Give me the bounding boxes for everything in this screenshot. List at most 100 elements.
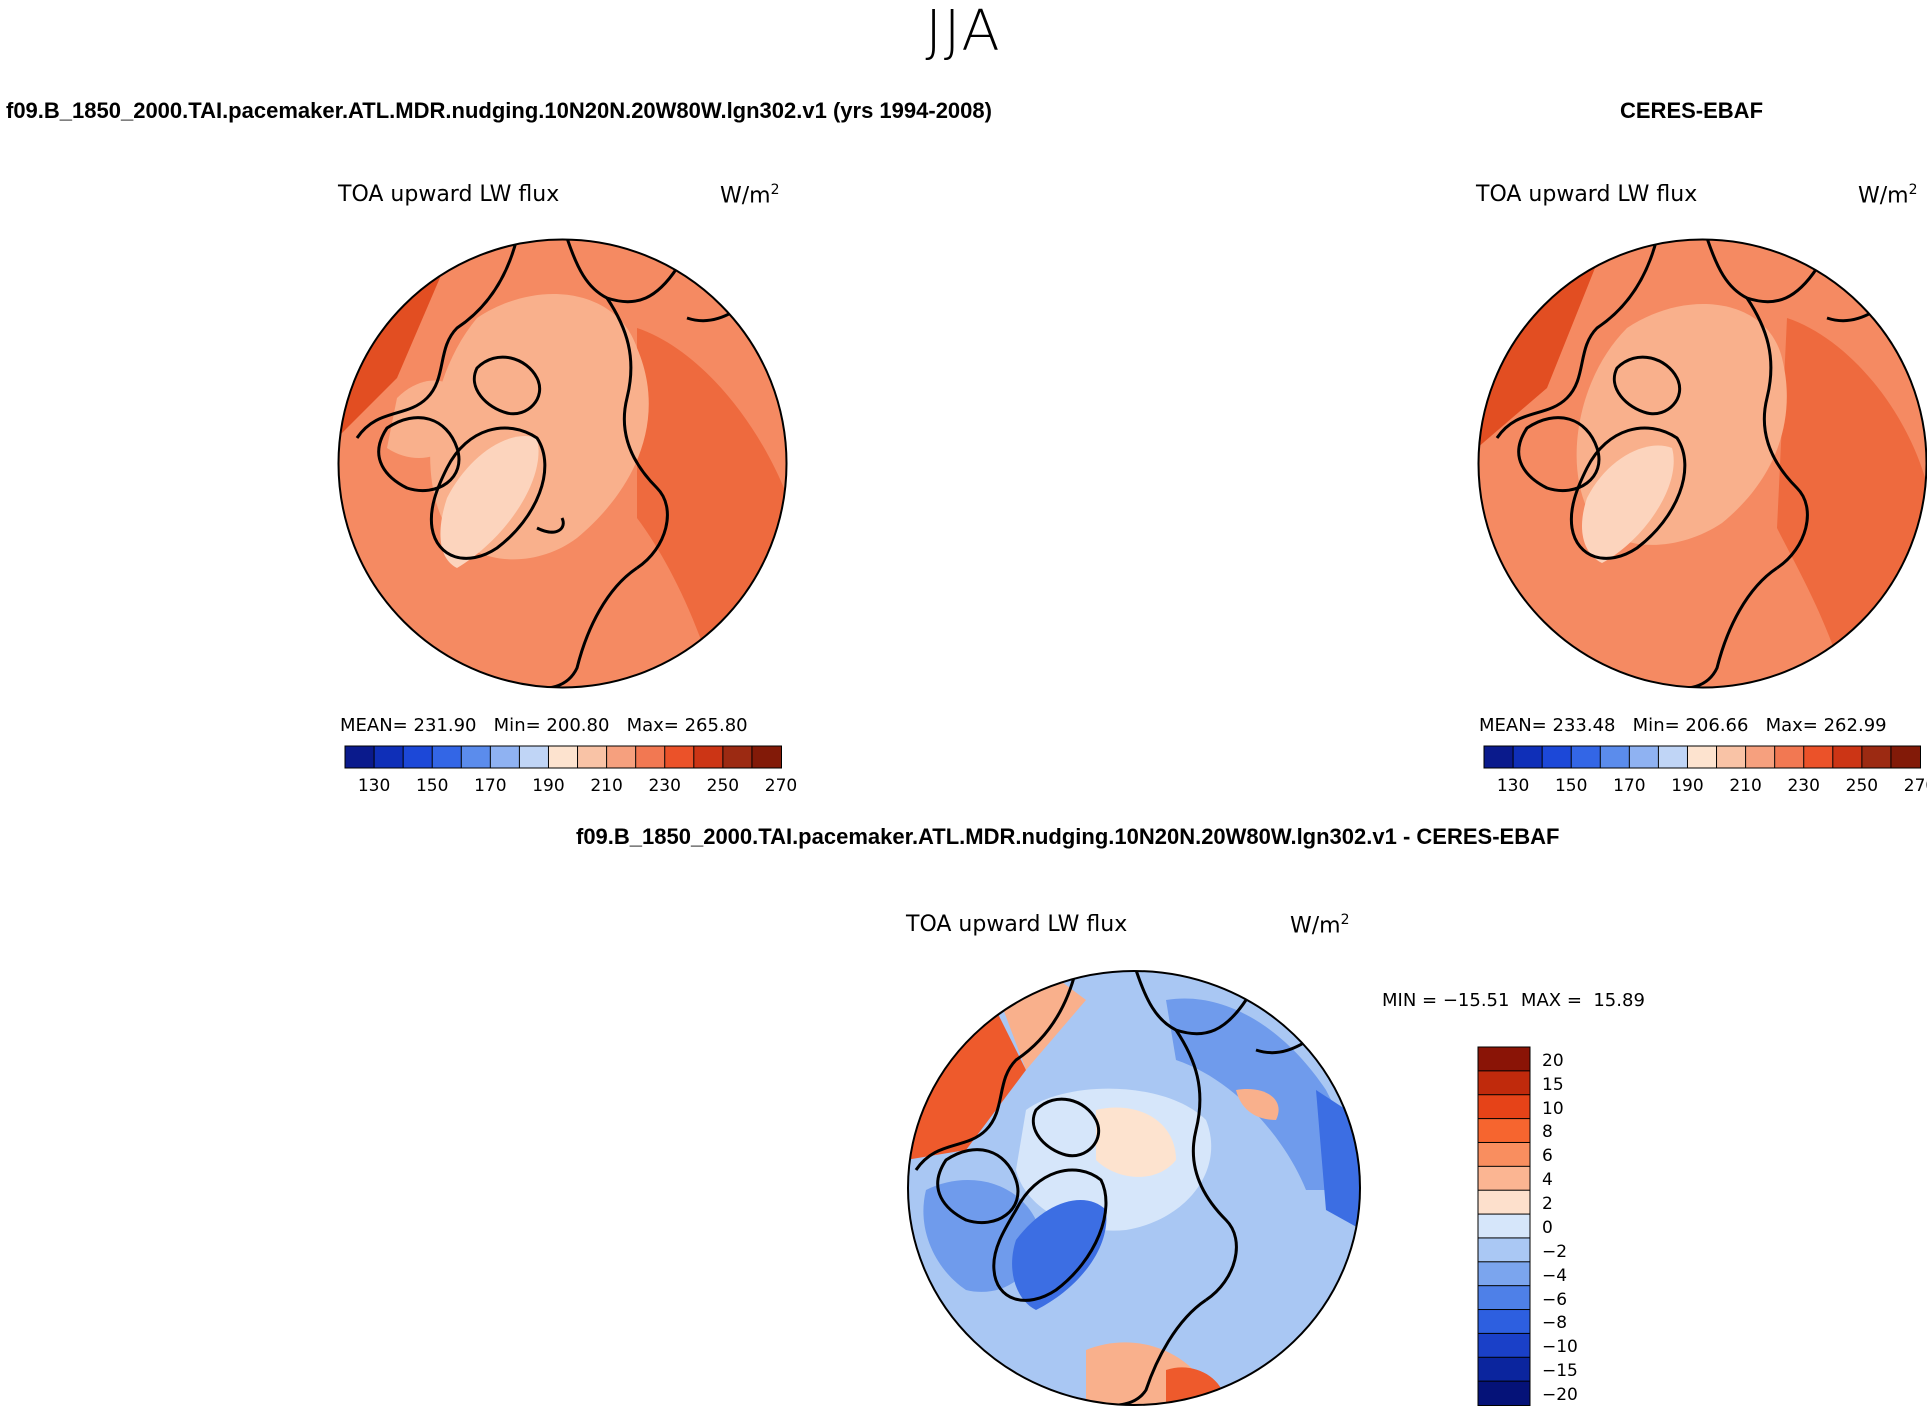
model-colorbar	[344, 745, 782, 769]
colorbar-swatch	[547, 745, 579, 769]
colorbar-tick-label: 250	[1845, 776, 1879, 796]
diff-stats: MIN = −15.51 MAX = 15.89	[1382, 990, 1645, 1011]
coastline	[1612, 355, 1682, 416]
colorbar-tick-label: −10	[1542, 1337, 1578, 1358]
colorbar-tick-label: −8	[1542, 1313, 1568, 1334]
colorbar-tick-label: −6	[1542, 1289, 1568, 1310]
coastline	[1174, 1029, 1238, 1302]
colorbar-swatch	[1599, 745, 1631, 769]
obs-polar-map	[1477, 238, 1927, 689]
diff-case-title: f09.B_1850_2000.TAI.pacemaker.ATL.MDR.nu…	[576, 824, 1560, 849]
colorbar-swatch	[1477, 1094, 1531, 1120]
coastline	[536, 517, 565, 534]
colorbar-swatch	[1686, 745, 1718, 769]
colorbar-tick-label: −4	[1542, 1265, 1568, 1286]
map-field	[1582, 445, 1674, 563]
colorbar-swatch	[1745, 745, 1776, 769]
map-field	[440, 436, 539, 568]
colorbar-swatch	[606, 745, 637, 769]
coastline	[1666, 566, 1778, 688]
colorbar-swatch	[1628, 745, 1660, 769]
coastline	[936, 1148, 1020, 1225]
colorbar-swatch	[1570, 745, 1602, 769]
colorbar-tick-label: 170	[474, 776, 507, 796]
diff-colorbar	[1477, 1046, 1531, 1407]
model-stats: MEAN= 231.90 Min= 200.80 Max= 265.80	[340, 715, 748, 736]
colorbar-tick-label: 4	[1542, 1170, 1553, 1191]
colorbar-tick-label: −20	[1542, 1385, 1578, 1405]
colorbar-swatch	[1477, 1309, 1531, 1335]
colorbar-swatch	[1477, 1165, 1531, 1192]
colorbar-swatch	[1477, 1070, 1531, 1096]
colorbar-swatch	[1477, 1356, 1531, 1383]
colorbar-tick-label: 20	[1542, 1050, 1564, 1071]
colorbar-swatch	[489, 745, 521, 769]
coastline	[1495, 239, 1659, 439]
colorbar-swatch	[1477, 1285, 1531, 1311]
colorbar-swatch	[460, 745, 492, 769]
model-polar-map	[337, 238, 788, 689]
colorbar-swatch	[1477, 1141, 1531, 1168]
coastline	[377, 416, 461, 493]
colorbar-tick-label: 150	[1554, 776, 1588, 796]
colorbar-swatch	[751, 745, 782, 769]
colorbar-tick-label: 270	[1903, 776, 1927, 796]
coastline	[1095, 1298, 1207, 1405]
coastline	[1517, 416, 1601, 493]
map-field	[923, 1180, 1038, 1292]
coastline	[914, 971, 1078, 1171]
colorbar-tick-label: 10	[1542, 1098, 1564, 1119]
coastline	[1569, 426, 1687, 560]
colorbar-swatch	[722, 745, 753, 769]
colorbar-swatch	[1832, 745, 1863, 769]
colorbar-tick-label: 130	[1496, 776, 1530, 796]
map-boundary	[907, 970, 1361, 1406]
colorbar-swatch	[518, 745, 550, 769]
colorbar-tick-label: 230	[1787, 776, 1820, 796]
colorbar-tick-label: 210	[1729, 776, 1762, 796]
diff-polar-map	[907, 970, 1361, 1406]
colorbar-swatch	[635, 745, 666, 769]
coastline	[1031, 1097, 1101, 1158]
colorbar-swatch	[1477, 1332, 1531, 1359]
model-units-label: W/m2	[720, 182, 780, 209]
diff-units-label: W/m2	[1290, 912, 1350, 939]
colorbar-swatch	[1716, 745, 1747, 769]
diff-variable-label: TOA upward LW flux	[906, 912, 1128, 937]
colorbar-tick-label: −2	[1542, 1241, 1568, 1262]
map-field	[1096, 1107, 1176, 1177]
coastline	[526, 566, 638, 688]
coastline	[605, 297, 669, 570]
model-case-title: f09.B_1850_2000.TAI.pacemaker.ATL.MDR.nu…	[6, 98, 992, 123]
obs-stats: MEAN= 233.48 Min= 206.66 Max= 262.99	[1479, 715, 1887, 736]
coastline	[355, 239, 519, 439]
colorbar-swatch	[1657, 745, 1689, 769]
season-title: JJA	[925, 0, 1002, 64]
colorbar-tick-label: 15	[1542, 1074, 1564, 1095]
obs-variable-label: TOA upward LW flux	[1476, 182, 1698, 207]
colorbar-swatch	[577, 745, 608, 769]
obs-case-title: CERES-EBAF	[1620, 98, 1764, 123]
obs-colorbar-ticks: 130 150 170 190 210 230 250 270	[1484, 776, 1927, 798]
colorbar-tick-label: −15	[1542, 1361, 1578, 1382]
colorbar-tick-label: 130	[357, 776, 391, 796]
map-field	[664, 358, 707, 438]
colorbar-swatch	[1803, 745, 1834, 769]
colorbar-tick-label: 0	[1542, 1217, 1553, 1238]
colorbar-swatch	[1541, 745, 1573, 769]
colorbar-tick-label: 250	[706, 776, 740, 796]
colorbar-swatch	[373, 745, 405, 769]
colorbar-tick-label: 210	[590, 776, 623, 796]
colorbar-swatch	[1477, 1380, 1531, 1407]
colorbar-tick-label: 8	[1542, 1122, 1553, 1143]
colorbar-swatch	[1477, 1261, 1531, 1287]
colorbar-swatch	[1477, 1046, 1531, 1072]
obs-colorbar	[1483, 745, 1921, 769]
colorbar-tick-label: 2	[1542, 1194, 1553, 1215]
map-field	[1012, 1200, 1107, 1310]
colorbar-swatch	[344, 745, 376, 769]
colorbar-swatch	[1483, 745, 1515, 769]
colorbar-tick-label: 6	[1542, 1146, 1553, 1167]
colorbar-tick-label: 170	[1613, 776, 1646, 796]
colorbar-swatch	[1890, 745, 1921, 769]
